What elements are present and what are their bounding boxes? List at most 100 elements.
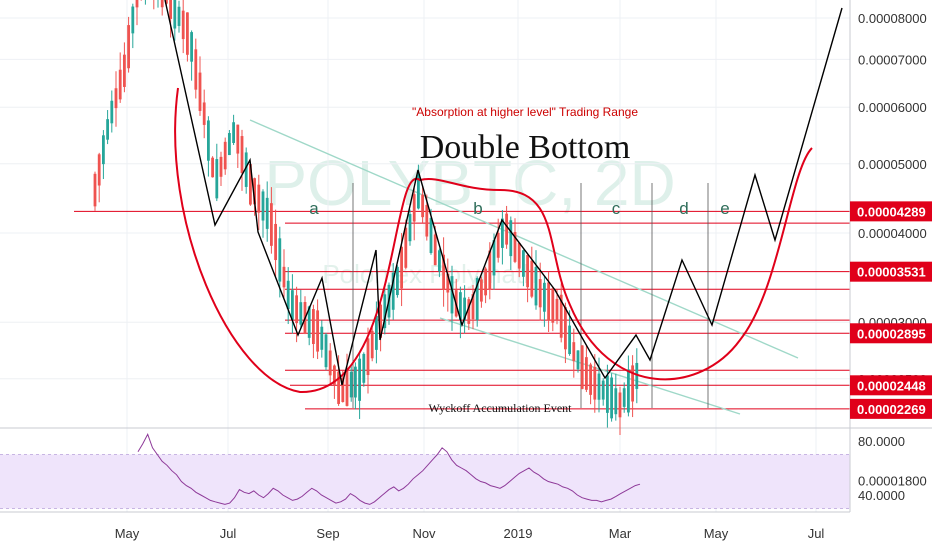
candle-body bbox=[219, 156, 223, 177]
price-level-label: 0.00004289 bbox=[857, 204, 926, 219]
candle-body bbox=[555, 298, 559, 320]
candle-body bbox=[379, 304, 382, 338]
candle-body bbox=[312, 309, 315, 345]
price-tick-label: 0.00006000 bbox=[858, 100, 927, 115]
candle-body bbox=[131, 6, 135, 34]
candle-body bbox=[291, 290, 294, 320]
price-level-label: 0.00002895 bbox=[857, 326, 926, 341]
candle-body bbox=[538, 279, 542, 308]
candle-body bbox=[492, 240, 496, 276]
candle-body bbox=[362, 353, 366, 383]
candle-body bbox=[324, 334, 328, 368]
candle-body bbox=[484, 268, 487, 296]
candle-body bbox=[597, 373, 601, 400]
candle-body bbox=[249, 164, 252, 205]
candle-body bbox=[421, 194, 424, 218]
candle-body bbox=[513, 231, 517, 262]
candle-body bbox=[635, 362, 639, 389]
price-axis[interactable]: 0.00008000 0.00007000 0.00006000 0.00005000… bbox=[849, 0, 932, 512]
candle-body bbox=[425, 204, 429, 237]
candle-body bbox=[223, 141, 227, 170]
candle-body bbox=[320, 326, 324, 350]
candle-body bbox=[547, 282, 550, 321]
candles bbox=[93, 0, 639, 435]
candle-body bbox=[127, 25, 130, 69]
candle-body bbox=[412, 194, 416, 222]
candle-body bbox=[589, 364, 592, 395]
candle-body bbox=[459, 292, 462, 320]
candle-body bbox=[467, 299, 471, 324]
phase-label-c: c bbox=[612, 199, 621, 218]
candle-body bbox=[400, 246, 403, 289]
candle-body bbox=[97, 154, 101, 186]
rsi-band bbox=[0, 454, 850, 509]
candle-body bbox=[433, 234, 437, 266]
candle-body bbox=[211, 157, 214, 178]
candle-body bbox=[610, 377, 613, 419]
candle-body bbox=[102, 135, 105, 165]
candle-body bbox=[333, 365, 336, 385]
candle-body bbox=[295, 295, 298, 324]
candle-body bbox=[404, 227, 408, 268]
candle-body bbox=[417, 174, 420, 209]
candle-body bbox=[450, 276, 454, 314]
price-level-label: 0.00002269 bbox=[857, 402, 926, 417]
candle-body bbox=[207, 120, 210, 161]
candle-body bbox=[622, 388, 626, 407]
trend-line-upper bbox=[249, 119, 799, 359]
candle-body bbox=[501, 218, 504, 248]
candle-body bbox=[316, 310, 319, 352]
candle-body bbox=[517, 242, 521, 269]
candle-body bbox=[118, 69, 122, 100]
candle-body bbox=[110, 100, 114, 124]
candle-body bbox=[328, 350, 332, 376]
price-tick-label: 0.00001800 bbox=[858, 474, 927, 489]
rsi-line bbox=[137, 433, 641, 505]
candle-body bbox=[232, 122, 235, 143]
candle-body bbox=[194, 49, 198, 90]
price-tick-label: 0.00004000 bbox=[858, 226, 927, 241]
candle-body bbox=[270, 203, 273, 246]
candle-body bbox=[543, 282, 546, 312]
projection-path-line bbox=[164, 0, 843, 386]
candle-body bbox=[93, 173, 97, 207]
time-axis[interactable]: May Jul Sep Nov 2019 Mar May Jul bbox=[0, 511, 850, 541]
candle-body bbox=[593, 366, 597, 400]
candle-body bbox=[366, 338, 370, 376]
price-level-badge bbox=[850, 375, 932, 396]
watermark: POLYBTC, 2D Poloniex Polymath bbox=[264, 147, 675, 289]
candle-body bbox=[396, 266, 399, 296]
candle-body bbox=[181, 10, 185, 40]
candle-body bbox=[480, 279, 483, 302]
grid bbox=[0, 0, 932, 512]
price-levels bbox=[74, 210, 850, 410]
candle-body bbox=[106, 119, 109, 140]
time-tick-label: Mar bbox=[609, 526, 632, 541]
candle-body bbox=[186, 12, 189, 55]
candle-body bbox=[307, 306, 311, 338]
candle-body bbox=[202, 102, 206, 125]
candle-body bbox=[606, 375, 609, 413]
candle-body bbox=[580, 345, 584, 389]
candle-body bbox=[488, 250, 492, 290]
candle-body bbox=[408, 214, 412, 242]
candle-body bbox=[530, 260, 534, 297]
candle-body bbox=[190, 32, 193, 62]
double-bottom-curve bbox=[174, 87, 813, 394]
phase-label-d: d bbox=[679, 199, 688, 218]
candle-body bbox=[228, 133, 231, 156]
candle-body bbox=[261, 191, 265, 221]
candle-body bbox=[375, 315, 378, 350]
candle-body bbox=[282, 266, 286, 288]
price-level-badge bbox=[850, 398, 932, 419]
candle-body bbox=[526, 254, 529, 288]
price-tick-label: 0.00007000 bbox=[858, 52, 927, 67]
candle-body bbox=[173, 0, 177, 29]
candle-body bbox=[160, 0, 164, 8]
candle-body bbox=[198, 72, 202, 111]
phase-label-b: b bbox=[473, 199, 482, 218]
price-level-label: 0.00002448 bbox=[857, 378, 926, 393]
price-level-badge bbox=[850, 201, 932, 222]
candle-body bbox=[114, 88, 118, 109]
candle-body bbox=[169, 0, 172, 19]
